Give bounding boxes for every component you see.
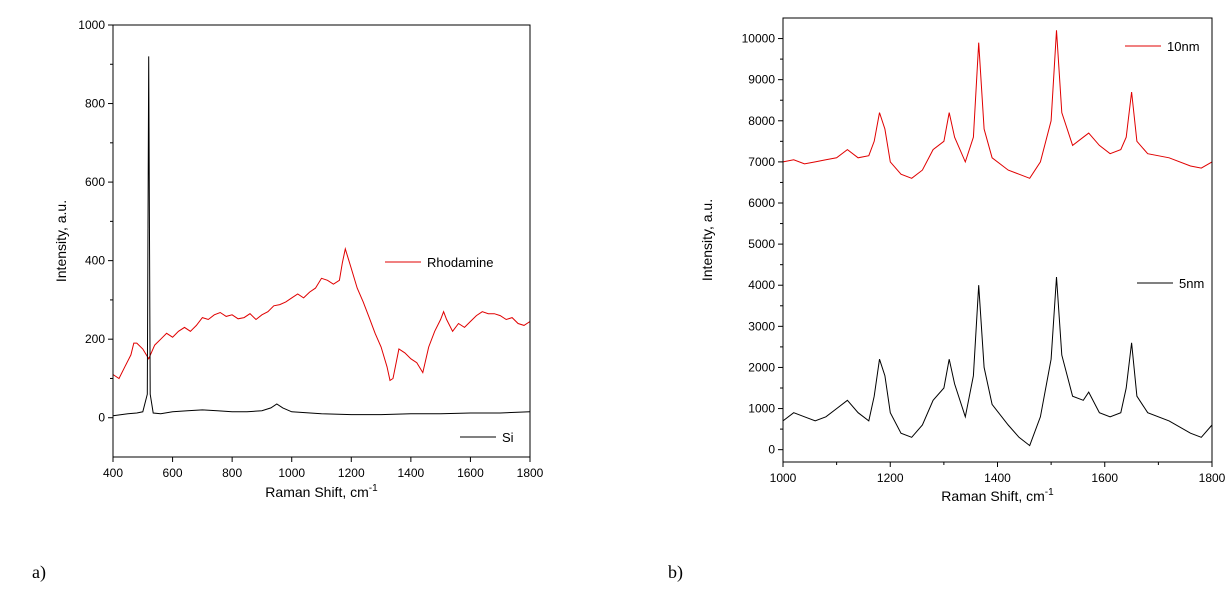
- x-tick-label: 800: [222, 466, 242, 480]
- y-tick-label: 0: [768, 443, 775, 457]
- x-tick-label: 1800: [1199, 471, 1226, 485]
- x-tick-label: 1400: [398, 466, 425, 480]
- panel-b-legend: 10nm 5nm: [1125, 39, 1204, 291]
- y-tick-label: 1000: [748, 402, 775, 416]
- panel-b-label: b): [668, 562, 683, 583]
- legend-label: Rhodamine: [427, 255, 494, 270]
- legend-label: Si: [502, 430, 514, 445]
- panel-a-chart: 400 600 800 1000 1200 1400 1600 1800 0 200 400 600…: [32, 18, 544, 583]
- x-tick-label: 1200: [877, 471, 904, 485]
- legend-label: 10nm: [1167, 39, 1200, 54]
- y-tick-label: 400: [85, 254, 105, 268]
- y-tick-label: 4000: [748, 278, 775, 292]
- x-tick-label: 1400: [984, 471, 1011, 485]
- y-tick-label: 3000: [748, 319, 775, 333]
- y-tick-label: 5000: [748, 237, 775, 251]
- y-tick-label: 8000: [748, 114, 775, 128]
- panel-b-plot-frame: [782, 17, 1213, 463]
- panel-b-x-axis-title-main: Raman Shift, cm: [941, 488, 1044, 504]
- y-tick-label: 2000: [748, 360, 775, 374]
- x-tick-label: 1600: [457, 466, 484, 480]
- y-tick-label: 7000: [748, 155, 775, 169]
- panel-a-x-axis-title-superscript: -1: [369, 483, 378, 494]
- series-line-5nm: [782, 276, 1213, 447]
- panel-b-x-axis-title: Raman Shift, cm-1: [941, 487, 1054, 504]
- panel-b-chart: 1000 1200 1400 1600 1800 0 1000 2000 3000 4000 50…: [668, 17, 1226, 583]
- series-line-10nm: [782, 30, 1213, 179]
- panel-a-label: a): [32, 562, 46, 583]
- panel-b-x-axis-title-superscript: -1: [1045, 487, 1054, 498]
- series-line-si: [112, 56, 531, 417]
- panel-a-plot-frame: [112, 24, 531, 458]
- x-tick-label: 1600: [1091, 471, 1118, 485]
- panel-a-x-axis-title-main: Raman Shift, cm: [265, 484, 368, 500]
- panel-b-series: [782, 30, 1213, 447]
- y-tick-label: 6000: [748, 196, 775, 210]
- x-tick-label: 1000: [770, 471, 797, 485]
- y-tick-label: 1000: [78, 18, 105, 32]
- x-tick-label: 400: [103, 466, 123, 480]
- panel-b-y-axis: 0 1000 2000 3000 4000 5000 6000 7000 8000 9000 100…: [742, 32, 783, 457]
- panel-a-y-axis-title: Intensity, a.u.: [53, 200, 69, 282]
- y-tick-label: 0: [98, 411, 105, 425]
- panel-b-x-axis: 1000 1200 1400 1600 1800: [770, 462, 1226, 485]
- y-tick-label: 10000: [742, 32, 776, 46]
- series-line-rhodamine: [112, 246, 531, 382]
- x-tick-label: 1800: [517, 466, 544, 480]
- y-tick-label: 600: [85, 175, 105, 189]
- x-tick-label: 1200: [338, 466, 365, 480]
- panel-a-x-axis-title: Raman Shift, cm-1: [265, 483, 378, 500]
- x-tick-label: 1000: [278, 466, 305, 480]
- panel-a-series: [112, 56, 531, 417]
- panel-a-x-axis: 400 600 800 1000 1200 1400 1600 1800: [103, 457, 544, 480]
- legend-label: 5nm: [1179, 276, 1204, 291]
- panel-a-y-axis: 0 200 400 600 800 1000: [78, 18, 113, 425]
- y-tick-label: 200: [85, 332, 105, 346]
- y-tick-label: 9000: [748, 73, 775, 87]
- panel-a-legend: Rhodamine Si: [385, 255, 514, 445]
- y-tick-label: 800: [85, 97, 105, 111]
- x-tick-label: 600: [163, 466, 183, 480]
- panel-b-y-axis-title: Intensity, a.u.: [699, 199, 715, 281]
